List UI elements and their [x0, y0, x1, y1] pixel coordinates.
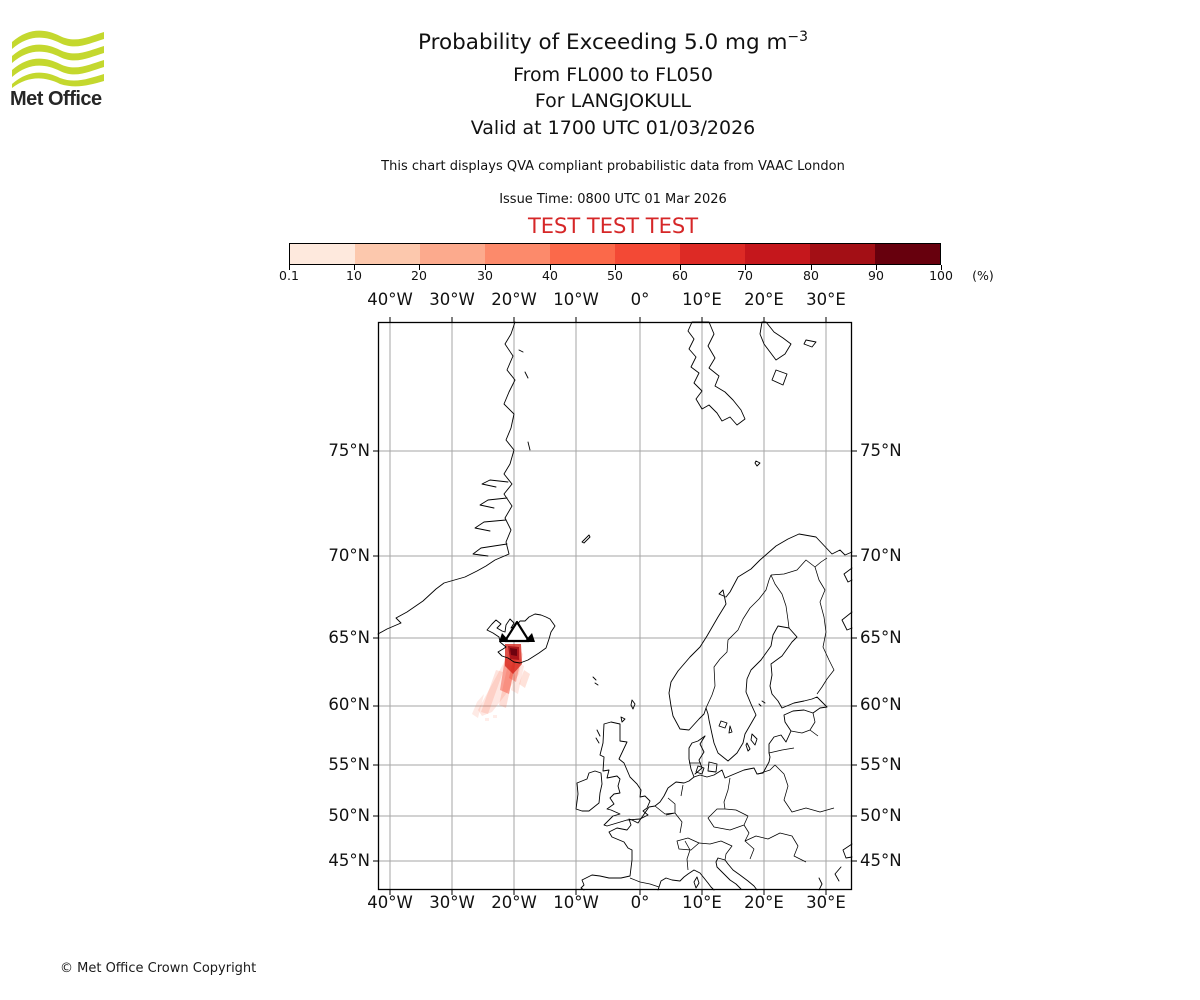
lon-label-bottom: 10°W: [553, 893, 599, 912]
colorbar-segment: [745, 244, 810, 264]
colorbar-segment: [550, 244, 615, 264]
lon-label-bottom: 0°: [630, 893, 650, 912]
colorbar-segment: [485, 244, 550, 264]
colorbar-tick-label: 80: [803, 268, 819, 283]
copyright-text: © Met Office Crown Copyright: [60, 961, 257, 976]
lat-label-right: 55°N: [860, 755, 902, 774]
colorbar-segment: [680, 244, 745, 264]
lat-label-right: 50°N: [860, 806, 902, 825]
lon-label-top: 30°W: [429, 290, 475, 309]
colorbar-segment: [355, 244, 420, 264]
ash-plume: [472, 644, 530, 721]
logo-waves-icon: [12, 30, 104, 88]
page-title: Probability of Exceeding 5.0 mg m−3: [26, 29, 1200, 55]
lat-label-right: 70°N: [860, 546, 902, 565]
lat-label-left: 50°N: [328, 806, 370, 825]
lon-label-bottom: 20°E: [744, 893, 784, 912]
colorbar-unit-label: (%): [972, 268, 994, 283]
colorbar-tick-label: 0.1: [279, 268, 299, 283]
colorbar-tick-label: 10: [346, 268, 362, 283]
coastlines: [377, 321, 853, 891]
colorbar-tick-label: 60: [672, 268, 688, 283]
subtitle-valid-time: Valid at 1700 UTC 01/03/2026: [470, 117, 756, 139]
colorbar-segment: [875, 244, 940, 264]
lon-label-bottom: 10°E: [682, 893, 722, 912]
colorbar-tick-label: 20: [411, 268, 427, 283]
map-frame-ticks: [373, 317, 857, 895]
title-exponent: −3: [787, 29, 808, 45]
colorbar-segment: [615, 244, 680, 264]
lat-label-right: 65°N: [860, 628, 902, 647]
disclaimer-text: This chart displays QVA compliant probab…: [381, 159, 845, 174]
map-canvas: [373, 317, 857, 895]
graticule: [378, 322, 852, 890]
lat-label-left: 70°N: [328, 546, 370, 565]
lon-label-top: 0°: [630, 290, 650, 309]
lat-label-left: 65°N: [328, 628, 370, 647]
lon-label-top: 10°W: [553, 290, 599, 309]
subtitle-flight-levels: From FL000 to FL050: [513, 64, 713, 86]
lat-label-left: 55°N: [328, 755, 370, 774]
lon-label-bottom: 20°W: [491, 893, 537, 912]
probability-colorbar: [289, 243, 941, 265]
lon-label-top: 20°W: [491, 290, 537, 309]
colorbar-segment: [420, 244, 485, 264]
colorbar-tick-label: 30: [477, 268, 493, 283]
lat-label-right: 60°N: [860, 695, 902, 714]
issue-time: Issue Time: 0800 UTC 01 Mar 2026: [499, 192, 727, 207]
lat-label-right: 75°N: [860, 441, 902, 460]
colorbar-tick-label: 50: [607, 268, 623, 283]
volcano-icon: [499, 620, 535, 643]
lon-label-bottom: 30°E: [806, 893, 846, 912]
colorbar-tick-label: 40: [542, 268, 558, 283]
colorbar-tick-label: 100: [929, 268, 953, 283]
lat-label-left: 60°N: [328, 695, 370, 714]
logo-wordmark: Met Office: [10, 88, 102, 110]
lat-label-left: 45°N: [328, 851, 370, 870]
lat-label-left: 75°N: [328, 441, 370, 460]
lat-label-right: 45°N: [860, 851, 902, 870]
colorbar-tick-label: 90: [868, 268, 884, 283]
lon-label-top: 20°E: [744, 290, 784, 309]
lon-label-top: 10°E: [682, 290, 722, 309]
colorbar-ticks: [289, 265, 942, 270]
subtitle-volcano: For LANGJOKULL: [534, 90, 692, 112]
test-banner: TEST TEST TEST: [527, 214, 699, 238]
lon-label-bottom: 30°W: [429, 893, 475, 912]
lon-label-top: 30°E: [806, 290, 846, 309]
lon-label-bottom: 40°W: [367, 893, 413, 912]
colorbar-segment: [290, 244, 355, 264]
met-office-logo: [12, 30, 104, 88]
country-borders: [629, 557, 835, 888]
lon-label-top: 40°W: [367, 290, 413, 309]
title-text: Probability of Exceeding 5.0 mg m: [418, 30, 788, 56]
colorbar-tick-label: 70: [737, 268, 753, 283]
colorbar-segment: [810, 244, 875, 264]
